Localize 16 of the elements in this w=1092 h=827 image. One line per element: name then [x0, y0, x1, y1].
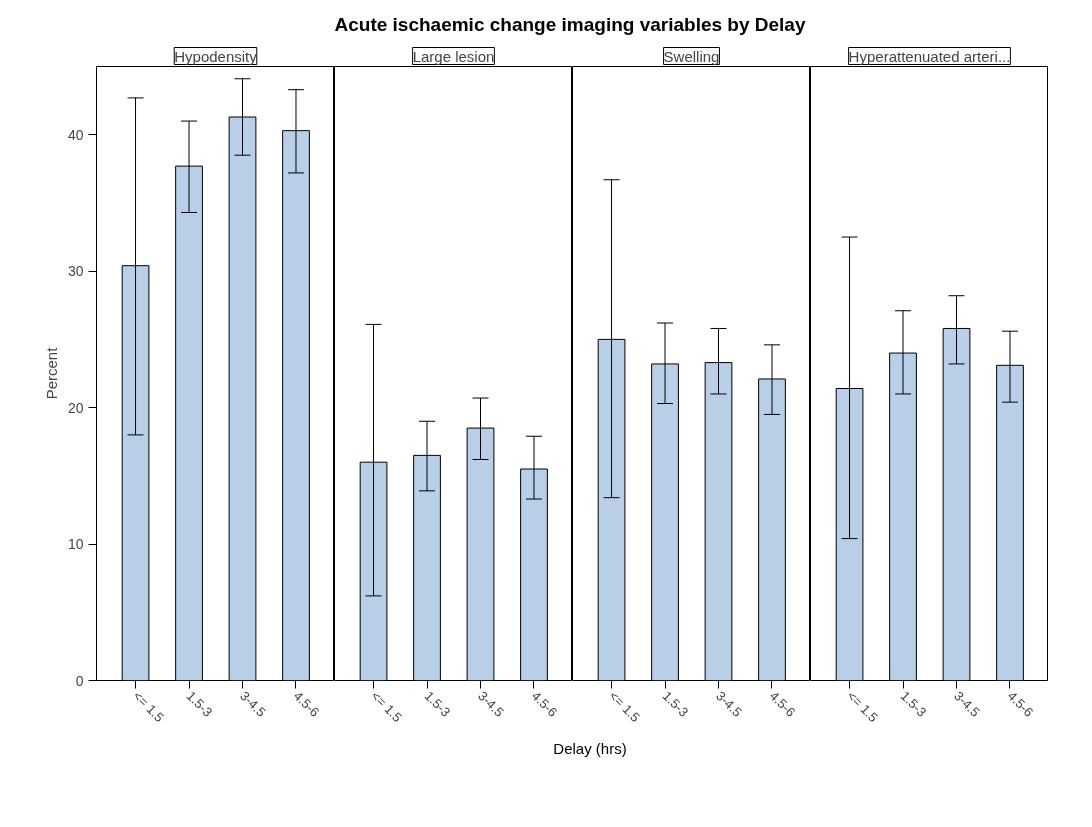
chart-subtitle: Hypodensity: [174, 47, 258, 65]
y-tick-label: 10: [67, 536, 84, 553]
y-axis-title: Percent: [42, 346, 60, 400]
chart-subtitle: Hyperattenuated arteri...: [848, 47, 1011, 65]
text: Acute ischaemic change imaging variables by Delay: [334, 13, 806, 37]
y-tick-label: 40: [67, 126, 84, 143]
x-tick-label: <= 1.5: [606, 688, 643, 726]
x-tick-label: <= 1.5: [368, 688, 405, 726]
text: Delay (hrs): [553, 739, 627, 760]
y-tick-label: 0: [75, 672, 84, 689]
x-tick-label: <= 1.5: [130, 688, 167, 726]
chart-subtitle: Large lesion: [412, 47, 495, 65]
y-tick-label: 30: [67, 263, 84, 280]
chart-subtitle: Swelling: [663, 47, 720, 65]
y-tick-label: 20: [67, 399, 84, 416]
x-tick-label: <= 1.5: [844, 688, 881, 726]
